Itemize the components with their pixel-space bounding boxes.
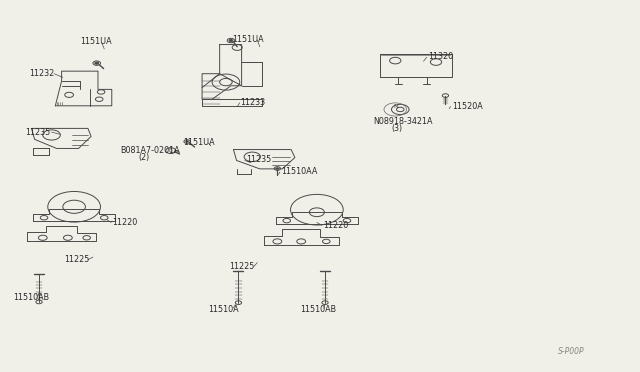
Circle shape xyxy=(276,168,278,169)
Circle shape xyxy=(186,141,188,142)
Text: 11233: 11233 xyxy=(240,98,265,107)
Text: 11232: 11232 xyxy=(29,69,54,78)
Text: 11510A: 11510A xyxy=(209,305,239,314)
Text: 11220: 11220 xyxy=(323,221,348,230)
Text: 11225: 11225 xyxy=(64,255,90,264)
Text: 11235: 11235 xyxy=(25,128,51,137)
Text: N08918-3421A: N08918-3421A xyxy=(373,116,433,126)
Circle shape xyxy=(95,62,99,64)
Text: 11510AB: 11510AB xyxy=(13,294,49,302)
Text: (3): (3) xyxy=(392,124,403,133)
Circle shape xyxy=(229,39,233,42)
Text: B081A7-0201A: B081A7-0201A xyxy=(120,146,180,155)
Text: 1151UA: 1151UA xyxy=(232,35,264,44)
Text: 11510AA: 11510AA xyxy=(281,167,317,176)
Text: N: N xyxy=(393,104,397,109)
Text: 11320: 11320 xyxy=(428,52,453,61)
Text: B: B xyxy=(169,148,173,153)
Text: 11520A: 11520A xyxy=(452,102,483,111)
Text: 11235: 11235 xyxy=(246,155,271,164)
Text: (2): (2) xyxy=(138,153,149,162)
Text: 11225: 11225 xyxy=(229,262,255,272)
Text: S-P00P: S-P00P xyxy=(558,347,585,356)
Text: 1151UA: 1151UA xyxy=(183,138,215,147)
Text: 11220: 11220 xyxy=(112,218,137,227)
Text: 1151UA: 1151UA xyxy=(81,38,112,46)
Text: 11510AB: 11510AB xyxy=(300,305,336,314)
